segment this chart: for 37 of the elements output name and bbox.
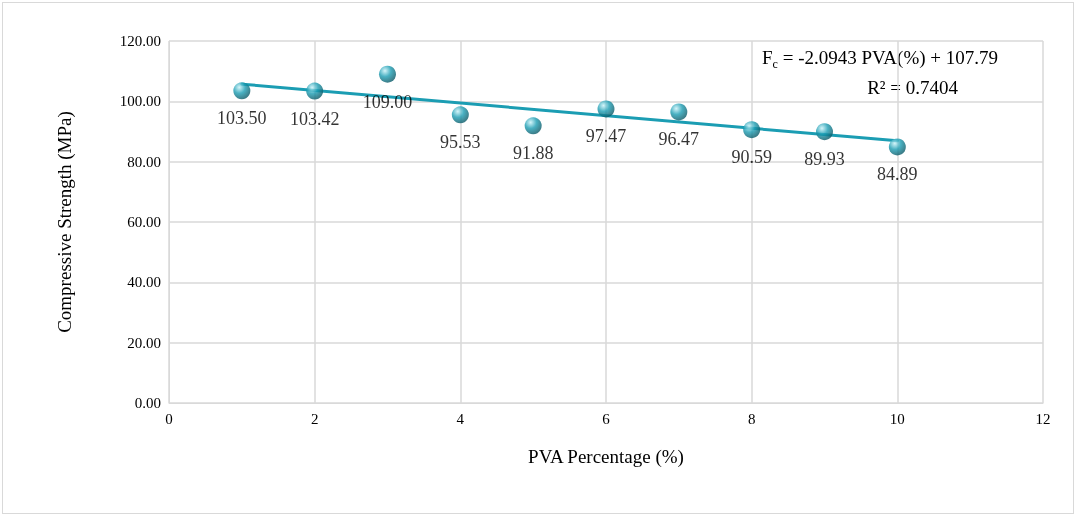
data-label: 103.42: [289, 108, 340, 129]
point: [306, 82, 324, 100]
x-tick-label: 8: [747, 410, 756, 427]
y-tick-label: 80.00: [127, 153, 161, 170]
y-tick-label: 120.00: [119, 33, 161, 49]
data-label: 89.93: [804, 149, 845, 170]
data-label: 103.50: [217, 108, 267, 129]
data-label: 97.47: [585, 126, 627, 147]
data-label: 90.59: [731, 147, 772, 168]
point: [743, 121, 761, 139]
point: [816, 123, 833, 141]
y-axis-title: Compressive Strength (MPa): [54, 111, 76, 333]
x-tick-label: 12: [1035, 410, 1051, 427]
point: [379, 65, 396, 83]
x-tick-label: 0: [165, 410, 173, 427]
x-tick-label: 4: [456, 410, 465, 427]
x-tick-label: 6: [602, 410, 611, 427]
data-label: 96.47: [658, 129, 700, 150]
point: [451, 106, 469, 124]
annotation: R² = 0.7404: [867, 77, 959, 98]
point: [233, 82, 251, 100]
point: [524, 117, 542, 135]
data-label: 109.00: [362, 91, 413, 112]
x-tick-label: 10: [889, 410, 905, 427]
point: [670, 103, 688, 121]
y-tick-label: 100.00: [119, 93, 161, 110]
x-tick-label: 2: [310, 410, 319, 427]
y-tick-label: 0.00: [134, 395, 161, 411]
y-tick-label: 20.00: [127, 334, 161, 351]
y-tick-label: 60.00: [127, 214, 161, 230]
point: [597, 100, 615, 118]
x-axis-title: PVA Percentage (%): [528, 446, 684, 468]
point: [888, 138, 906, 156]
data-label: 95.53: [440, 132, 481, 153]
y-tick-label: 40.00: [127, 274, 161, 291]
data-label: 91.88: [512, 143, 554, 164]
data-label: 84.89: [877, 164, 918, 185]
